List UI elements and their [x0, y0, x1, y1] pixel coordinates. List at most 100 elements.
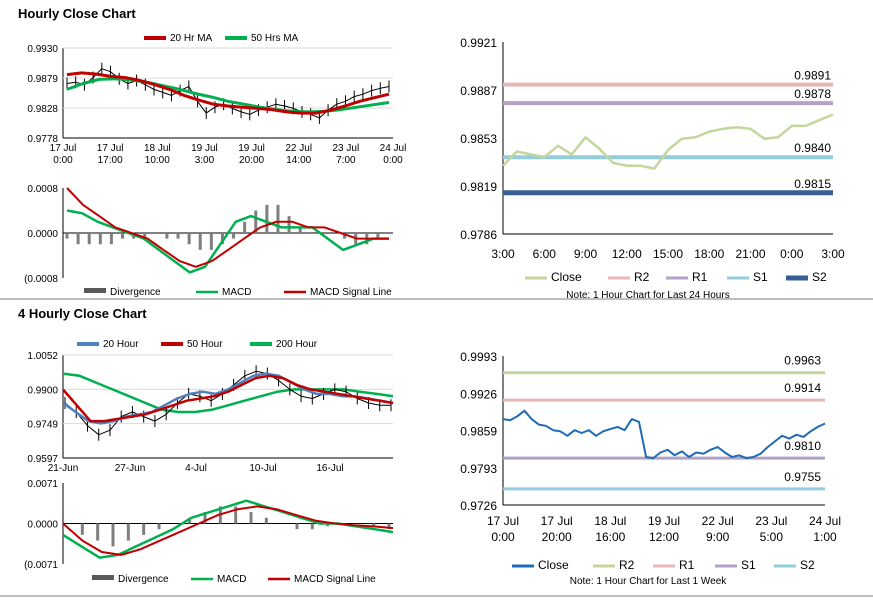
legend-s2-label: S2	[812, 270, 827, 284]
legend-s1-label: S1	[753, 270, 768, 284]
y-tick-label: 0.9993	[460, 350, 497, 364]
legend-close: Close	[525, 270, 582, 284]
level-label-s1: 0.9810	[784, 439, 821, 453]
x-tick-date: 22 Jul	[285, 143, 312, 154]
level-label-s2: 0.9815	[794, 177, 831, 191]
legend-close-label: Close	[551, 270, 582, 284]
x-tick-time: 20:00	[239, 155, 264, 166]
series-macd-signal	[62, 505, 394, 556]
series-20hr-ma	[66, 71, 390, 115]
y-tick-label: 0.9793	[460, 462, 497, 476]
series-macd-signal	[66, 187, 389, 268]
legend-20-hour: 20 Hour	[77, 339, 139, 350]
legend-s2: S2	[774, 558, 815, 572]
x-tick-label: 18:00	[694, 247, 724, 261]
x-tick-time: 0:00	[383, 155, 403, 166]
legend-divergence-label: Divergence	[118, 574, 169, 585]
x-tick-time: 16:00	[595, 530, 625, 544]
x-tick-label: 9:00	[574, 247, 598, 261]
legend-s1: S1	[715, 558, 756, 572]
legend-macd: MACD	[191, 574, 246, 585]
series-close	[502, 113, 834, 170]
price-bars	[64, 365, 392, 441]
x-tick-label: 16-Jul	[316, 463, 343, 474]
y-tick-label: 0.9859	[460, 425, 497, 439]
x-tick-date: 18 Jul	[144, 143, 171, 154]
legend-macd: MACD	[196, 287, 251, 298]
x-tick-time: 17:00	[98, 155, 123, 166]
series-close	[502, 409, 826, 460]
legend-macd-label: MACD	[217, 574, 246, 585]
y-tick-label: 0.9900	[27, 385, 58, 396]
legend-50-hour-label: 50 Hour	[187, 339, 223, 350]
x-tick-time: 1:00	[813, 530, 837, 544]
x-tick-date: 24 Jul	[380, 143, 407, 154]
x-tick-time: 7:00	[336, 155, 356, 166]
y-tick-label: 0.9828	[27, 104, 58, 115]
x-tick-date: 19 Jul	[648, 514, 680, 528]
x-tick-date: 22 Jul	[702, 514, 734, 528]
legend-macd-signal-label: MACD Signal Line	[294, 574, 376, 585]
chart-note: Note: 1 Hour Chart for Last 1 Week	[570, 576, 728, 587]
x-tick-label: 15:00	[653, 247, 683, 261]
legend-close-label: Close	[538, 558, 569, 572]
legend-macd-signal: MACD Signal Line	[268, 574, 376, 585]
x-tick-label: 4-Jul	[185, 463, 207, 474]
legend-s1: S1	[727, 270, 768, 284]
x-tick-label: 3:00	[821, 247, 845, 261]
x-tick-date: 23 Jul	[333, 143, 360, 154]
x-tick-time: 0:00	[53, 155, 73, 166]
y-tick-label: 0.9853	[460, 132, 497, 146]
x-tick-time: 3:00	[195, 155, 215, 166]
legend-r2-label: R2	[634, 270, 650, 284]
legend-20hr-ma-label: 20 Hr MA	[170, 33, 213, 44]
legend-r1: R1	[653, 558, 695, 572]
section-title-4hourly: 4 Hourly Close Chart	[18, 306, 147, 321]
legend-divergence: Divergence	[84, 287, 161, 298]
chart-hourly-macd: 0.0008 0.0000 (0.0008 Divergence MACD MACD Si…	[24, 184, 393, 298]
legend-s1-label: S1	[741, 558, 756, 572]
level-label-s2: 0.9755	[784, 470, 821, 484]
chart-hourly-levels: 0.9921 0.9887 0.9853 0.9819 0.9786 3:00 6:00 9:…	[460, 36, 845, 301]
y-tick-label: 0.9819	[460, 180, 497, 194]
x-tick-label: 27-Jun	[115, 463, 146, 474]
level-label-r2: 0.9891	[794, 69, 831, 83]
series-macd	[66, 209, 389, 274]
legend-divergence-swatch	[84, 288, 106, 293]
legend-200-hour: 200 Hour	[250, 339, 318, 350]
x-tick-date: 19 Jul	[238, 143, 265, 154]
x-tick-date: 19 Jul	[191, 143, 218, 154]
legend-divergence-swatch	[92, 575, 114, 580]
series-price-line	[64, 370, 391, 436]
legend-50hrs-ma-label: 50 Hrs MA	[251, 33, 299, 44]
y-tick-label: 0.0000	[27, 520, 58, 531]
legend-s2: S2	[786, 270, 827, 284]
y-tick-label: 0.9879	[27, 74, 58, 85]
chart-note: Note: 1 Hour Chart for Last 24 Hours	[566, 290, 729, 301]
x-tick-time: 5:00	[760, 530, 784, 544]
legend-20hr-ma: 20 Hr MA	[144, 33, 213, 44]
y-tick-label: 0.9921	[460, 36, 497, 50]
y-tick-label: 0.9930	[27, 44, 58, 55]
y-tick-label: 0.9726	[460, 499, 497, 513]
chart-4hourly-macd: 0.0071 0.0000 (0.0071 Divergence MACD MACD Si…	[24, 479, 394, 585]
y-tick-label: 0.0008	[27, 184, 58, 195]
series-50-hour	[62, 374, 394, 423]
legend-divergence: Divergence	[92, 574, 169, 585]
x-tick-date: 18 Jul	[594, 514, 626, 528]
x-tick-time: 9:00	[706, 530, 730, 544]
x-tick-label: 10-Jul	[249, 463, 276, 474]
x-tick-date: 17 Jul	[50, 143, 77, 154]
x-tick-label: 0:00	[780, 247, 804, 261]
x-tick-label: 21:00	[735, 247, 765, 261]
series-200-hour	[62, 372, 394, 414]
y-tick-label: 0.9887	[460, 84, 497, 98]
legend-200-hour-label: 200 Hour	[276, 339, 318, 350]
price-bars	[66, 62, 390, 124]
legend-divergence-label: Divergence	[110, 287, 161, 298]
x-tick-label: 12:00	[612, 247, 642, 261]
level-label-s1: 0.9840	[794, 141, 831, 155]
